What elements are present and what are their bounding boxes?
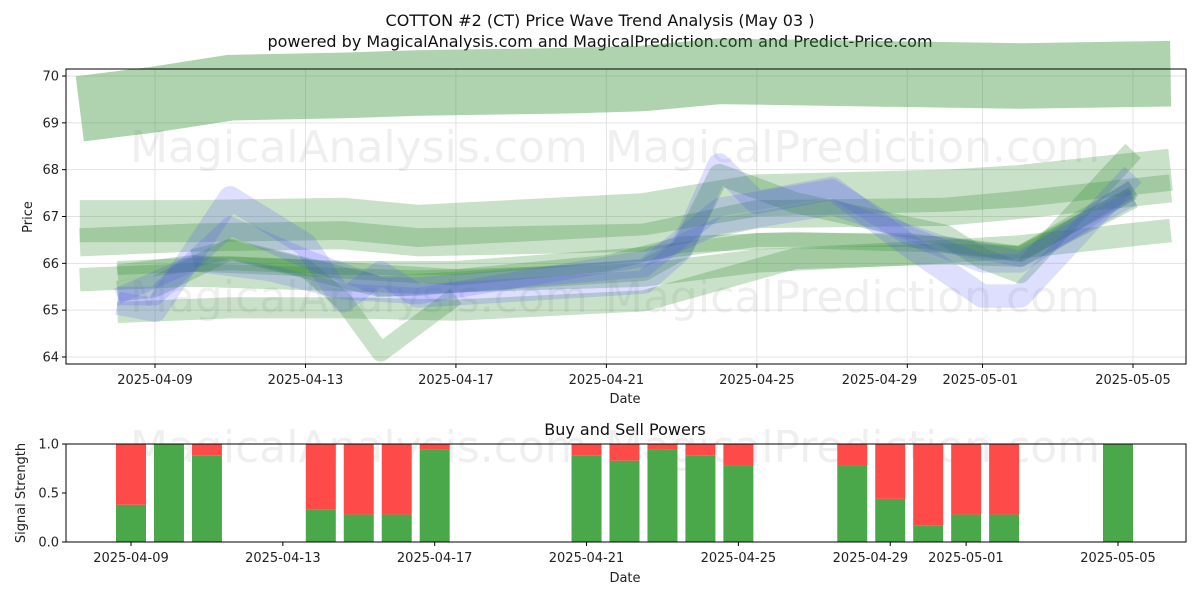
y-tick-label: 68 xyxy=(42,163,59,178)
x-tick-label: 2025-05-01 xyxy=(943,373,1019,388)
buy-bar xyxy=(305,509,336,542)
x-tick-label: 2025-04-09 xyxy=(93,551,169,566)
watermark-text: MagicalAnalysis.com xyxy=(130,272,588,323)
buy-bar xyxy=(571,455,602,542)
y-tick-label: 1.0 xyxy=(38,438,59,453)
sell-bar xyxy=(609,444,640,461)
watermark-text: MagicalPrediction.com xyxy=(605,122,1100,173)
watermark-text: MagicalPrediction.com xyxy=(605,272,1100,323)
y-tick-label: 65 xyxy=(42,304,59,319)
sell-bar xyxy=(305,444,336,510)
x-tick-label: 2025-04-29 xyxy=(833,551,909,566)
sell-bar xyxy=(381,444,412,515)
buy-bar xyxy=(989,514,1020,542)
x-tick-label: 2025-04-17 xyxy=(418,373,494,388)
buy-bar xyxy=(647,449,678,542)
x-tick-label: 2025-05-01 xyxy=(928,551,1004,566)
buy-bar xyxy=(343,514,374,542)
y-tick-label: 69 xyxy=(42,116,59,131)
sell-bar xyxy=(989,444,1020,515)
bottom-y-axis-label: Signal Strength xyxy=(14,443,29,543)
x-tick-label: 2025-04-13 xyxy=(268,373,344,388)
price-band-2 xyxy=(79,174,1173,257)
x-tick-label: 2025-04-21 xyxy=(549,551,625,566)
top-x-axis-label: Date xyxy=(609,392,640,407)
buy-bar xyxy=(381,514,412,542)
y-tick-label: 64 xyxy=(42,350,59,365)
buy-bar xyxy=(153,444,184,542)
sell-bar xyxy=(571,444,602,456)
price-band-4 xyxy=(116,143,1141,302)
price-band-7 xyxy=(116,188,1138,324)
sell-bar xyxy=(837,444,868,466)
price-band-10 xyxy=(117,179,1139,306)
buy-bar xyxy=(875,498,906,542)
x-tick-label: 2025-04-21 xyxy=(569,373,645,388)
sell-bar xyxy=(913,444,944,526)
price-band-3 xyxy=(79,218,1172,294)
price-band-11 xyxy=(114,190,1137,305)
price-band-6 xyxy=(117,186,1137,275)
price-band-9 xyxy=(115,153,1142,322)
buy-bar xyxy=(951,514,982,542)
price-band-1 xyxy=(79,148,1173,247)
buy-bar xyxy=(191,455,222,542)
sell-bar xyxy=(875,444,906,499)
sell-bar xyxy=(419,444,450,450)
sell-bar xyxy=(685,444,716,456)
price-band-5 xyxy=(116,181,1138,286)
sell-bar xyxy=(647,444,678,450)
y-tick-label: 70 xyxy=(42,70,59,85)
price-band-0 xyxy=(75,38,1172,142)
x-tick-label: 2025-04-17 xyxy=(397,551,473,566)
sell-bar xyxy=(723,444,754,466)
buy-bar xyxy=(1103,444,1133,542)
x-tick-label: 2025-04-09 xyxy=(117,373,193,388)
sell-bar xyxy=(343,444,374,515)
x-tick-label: 2025-04-25 xyxy=(701,551,777,566)
buy-bar xyxy=(723,465,754,542)
signal-panel: MagicalAnalysis.comMagicalPrediction.com… xyxy=(38,422,1187,566)
x-tick-label: 2025-05-05 xyxy=(1095,373,1171,388)
y-tick-label: 66 xyxy=(42,257,59,272)
x-tick-label: 2025-04-25 xyxy=(719,373,795,388)
buy-bar xyxy=(609,460,640,542)
sell-bar xyxy=(951,444,982,515)
buy-bar xyxy=(685,455,716,542)
bottom-chart-title: Buy and Sell Powers xyxy=(544,420,706,439)
watermark-text: MagicalAnalysis.com xyxy=(130,122,588,173)
buy-bar xyxy=(116,504,146,542)
buy-bar xyxy=(419,449,450,542)
y-tick-label: 0.0 xyxy=(38,536,59,551)
chart-subtitle: powered by MagicalAnalysis.com and Magic… xyxy=(267,32,932,51)
price-panel: MagicalAnalysis.com MagicalPrediction.com… xyxy=(42,38,1187,388)
x-tick-label: 2025-05-05 xyxy=(1080,551,1156,566)
sell-bar xyxy=(191,444,222,456)
buy-bar xyxy=(837,465,868,542)
sell-bar xyxy=(116,444,146,505)
y-tick-label: 0.5 xyxy=(38,487,59,502)
chart-title: COTTON #2 (CT) Price Wave Trend Analysis… xyxy=(386,11,815,30)
top-y-axis-label: Price xyxy=(21,201,36,233)
bottom-x-axis-label: Date xyxy=(609,571,640,586)
buy-bar xyxy=(913,525,944,542)
x-tick-label: 2025-04-29 xyxy=(842,373,918,388)
y-tick-label: 67 xyxy=(42,210,59,225)
price-band-8 xyxy=(190,239,462,362)
x-tick-label: 2025-04-13 xyxy=(245,551,321,566)
